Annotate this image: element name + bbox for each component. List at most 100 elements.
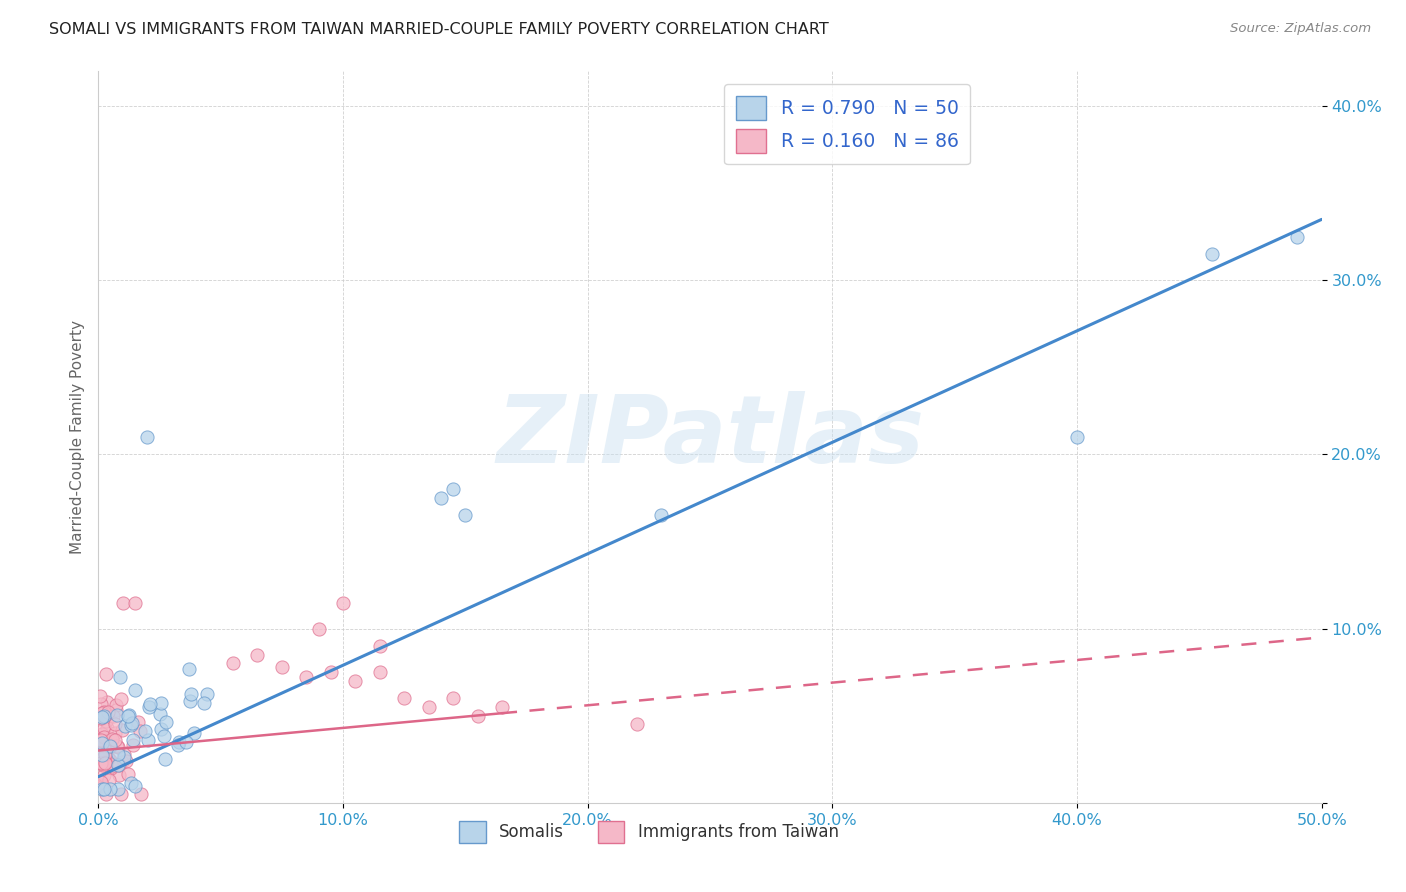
Point — [110, 787, 132, 801]
Point — [93, 709, 115, 723]
Point — [93, 779, 115, 793]
Point — [193, 696, 215, 710]
Point — [120, 775, 142, 789]
Point — [111, 723, 134, 737]
Point — [96, 745, 118, 759]
Point — [107, 747, 129, 761]
Point — [91, 757, 114, 772]
Point — [105, 703, 128, 717]
Point — [103, 732, 125, 747]
Point — [129, 724, 152, 739]
Point — [93, 746, 115, 760]
Point — [91, 733, 114, 747]
Point — [89, 745, 111, 759]
Point — [90, 775, 112, 789]
Point — [295, 670, 318, 684]
Point — [454, 508, 477, 523]
Point — [650, 508, 672, 523]
Point — [441, 483, 464, 497]
Point — [91, 706, 114, 720]
Point — [129, 787, 152, 801]
Point — [91, 710, 114, 724]
Point — [110, 691, 132, 706]
Point — [118, 708, 141, 723]
Point — [626, 717, 648, 731]
Point — [127, 714, 149, 729]
Point — [90, 756, 112, 771]
Point — [149, 696, 172, 710]
Point — [98, 739, 121, 754]
Point — [98, 781, 121, 796]
Point — [93, 730, 115, 744]
Point — [153, 729, 176, 743]
Point — [167, 738, 190, 752]
Point — [111, 755, 134, 769]
Point — [117, 766, 139, 780]
Point — [103, 726, 125, 740]
Point — [91, 751, 114, 765]
Point — [111, 595, 134, 609]
Point — [93, 781, 115, 796]
Point — [98, 753, 121, 767]
Point — [96, 740, 118, 755]
Point — [138, 700, 160, 714]
Point — [136, 733, 159, 747]
Point — [96, 721, 118, 735]
Point — [115, 754, 138, 768]
Legend: Somalis, Immigrants from Taiwan: Somalis, Immigrants from Taiwan — [453, 814, 845, 849]
Point — [418, 700, 440, 714]
Text: SOMALI VS IMMIGRANTS FROM TAIWAN MARRIED-COUPLE FAMILY POVERTY CORRELATION CHART: SOMALI VS IMMIGRANTS FROM TAIWAN MARRIED… — [49, 22, 830, 37]
Point — [87, 730, 110, 744]
Point — [93, 721, 115, 735]
Point — [1066, 430, 1088, 444]
Point — [97, 706, 120, 720]
Point — [90, 697, 112, 711]
Point — [246, 648, 269, 662]
Point — [134, 723, 156, 738]
Point — [101, 732, 124, 747]
Point — [91, 744, 114, 758]
Point — [90, 748, 112, 763]
Point — [101, 709, 124, 723]
Point — [93, 768, 115, 782]
Point — [117, 709, 139, 723]
Point — [108, 758, 131, 772]
Point — [392, 691, 416, 706]
Point — [121, 733, 143, 747]
Point — [319, 665, 342, 680]
Point — [179, 694, 201, 708]
Point — [103, 716, 125, 731]
Y-axis label: Married-Couple Family Poverty: Married-Couple Family Poverty — [69, 320, 84, 554]
Point — [107, 758, 129, 772]
Point — [467, 708, 489, 723]
Point — [94, 756, 117, 771]
Point — [112, 749, 135, 764]
Point — [96, 714, 118, 728]
Point — [308, 622, 330, 636]
Point — [91, 781, 114, 796]
Point — [149, 722, 172, 736]
Point — [139, 697, 162, 711]
Point — [177, 662, 200, 676]
Point — [222, 657, 245, 671]
Point — [108, 768, 131, 782]
Point — [100, 761, 122, 775]
Point — [94, 787, 117, 801]
Point — [94, 747, 117, 761]
Point — [114, 719, 136, 733]
Point — [100, 739, 122, 753]
Point — [368, 639, 391, 653]
Point — [124, 779, 146, 793]
Point — [195, 687, 218, 701]
Point — [149, 706, 172, 721]
Point — [97, 773, 120, 788]
Point — [120, 717, 142, 731]
Point — [91, 778, 114, 792]
Point — [90, 732, 112, 747]
Text: Source: ZipAtlas.com: Source: ZipAtlas.com — [1230, 22, 1371, 36]
Point — [332, 595, 354, 609]
Point — [90, 731, 112, 745]
Point — [183, 725, 205, 739]
Point — [96, 695, 118, 709]
Point — [167, 735, 190, 749]
